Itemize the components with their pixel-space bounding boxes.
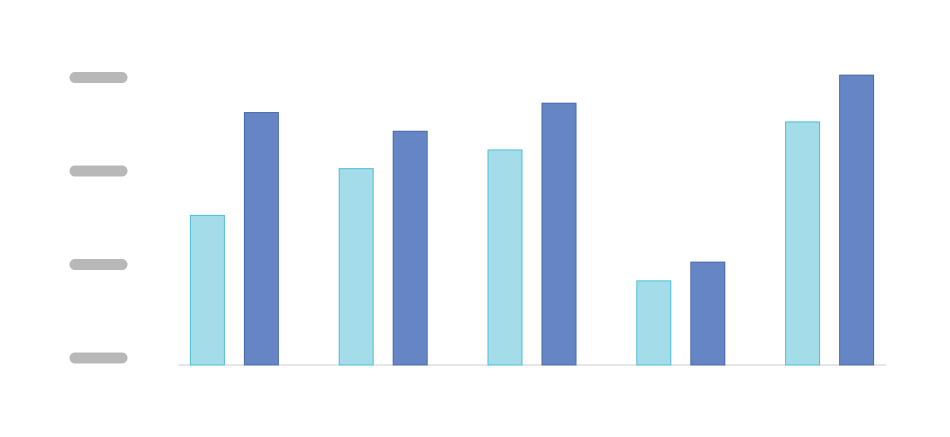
bar bbox=[636, 280, 672, 366]
bar bbox=[839, 74, 875, 366]
bar bbox=[392, 130, 428, 366]
bar bbox=[189, 214, 225, 366]
bar bbox=[338, 168, 374, 366]
bar bbox=[243, 112, 279, 366]
bar bbox=[541, 102, 577, 366]
bar bbox=[690, 261, 726, 366]
bar bbox=[785, 121, 821, 366]
bar bbox=[487, 149, 523, 366]
